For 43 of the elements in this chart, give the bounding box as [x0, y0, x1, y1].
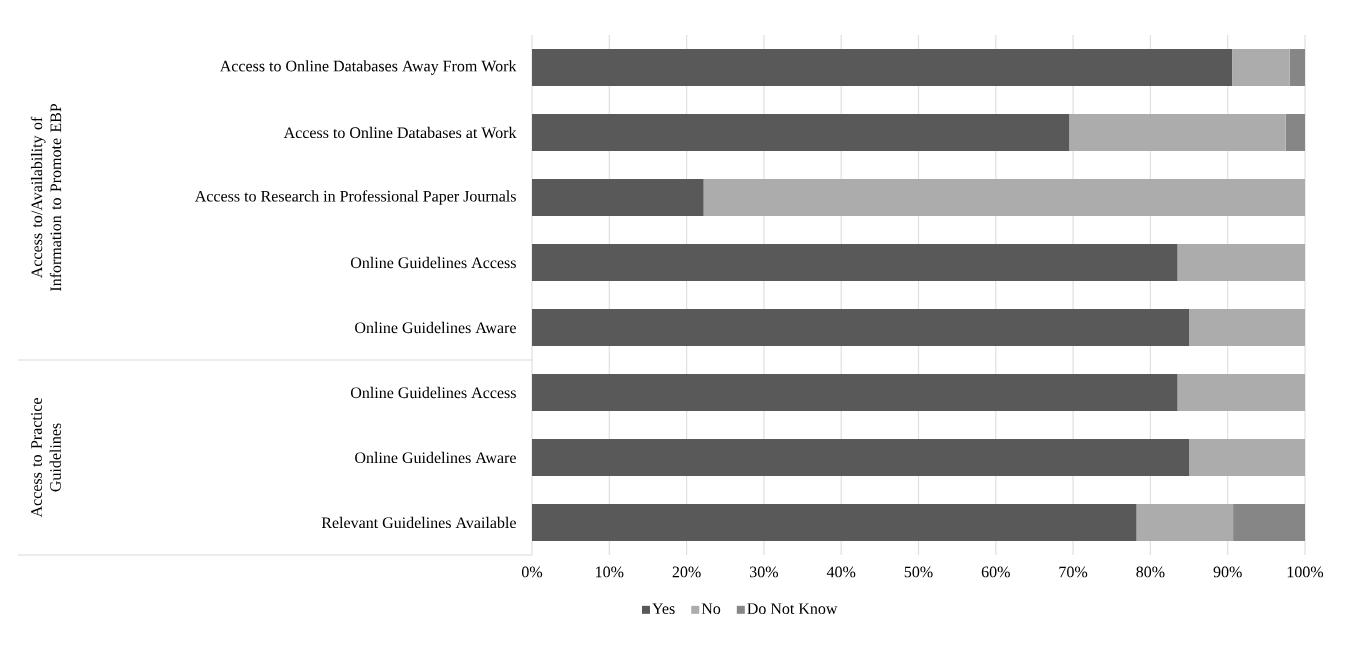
- x-tick-label: 100%: [1287, 566, 1324, 578]
- bar: [532, 438, 1190, 476]
- x-tick-label: 90%: [1213, 566, 1242, 578]
- y-tick-label: Relevant Guidelines Available: [321, 516, 516, 529]
- bar: [1069, 114, 1286, 151]
- x-tick-label: 70%: [1059, 566, 1088, 578]
- y-tick-label: Online Guidelines Aware: [355, 321, 516, 334]
- bar: [1189, 438, 1305, 476]
- text: Access to Practice Guidelines: [31, 398, 61, 518]
- legend-label: Do Not Know: [747, 603, 838, 615]
- y-tick-label: Access to Research in Professional Paper Journals: [194, 190, 516, 205]
- text: Access to/Availability of Information to Promote EBP: [30, 103, 62, 292]
- y-tick-label: Online Guidelines Access: [350, 256, 516, 269]
- legend-label: Yes: [652, 603, 675, 615]
- bar: [532, 49, 1233, 86]
- bar: [1189, 309, 1305, 346]
- legend-label: No: [701, 603, 721, 615]
- y-tick-label: Access to Online Databases at Work: [283, 126, 517, 139]
- x-tick-label: 40%: [826, 566, 856, 578]
- x-tick-label: 60%: [981, 566, 1010, 578]
- y-tick-label: Online Guidelines Aware: [355, 451, 516, 464]
- y-tick-label: Online Guidelines Access: [350, 386, 516, 399]
- bar: [532, 309, 1190, 346]
- bar: [703, 179, 1305, 216]
- bar: [532, 244, 1178, 281]
- x-tick-label: 80%: [1136, 566, 1165, 578]
- x-tick-label: 10%: [596, 566, 624, 578]
- x-tick-label: 30%: [750, 566, 779, 578]
- bar: [1177, 244, 1305, 281]
- bar: [532, 114, 1070, 151]
- bar: [1232, 49, 1290, 86]
- bar: [1136, 503, 1234, 541]
- bar: [532, 374, 1178, 411]
- x-tick-label: 20%: [672, 566, 701, 578]
- x-tick-label: 50%: [904, 566, 933, 578]
- bar: [1285, 114, 1305, 151]
- y-tick-label: Access to Online Databases Away From Work: [219, 60, 517, 75]
- bar: [532, 503, 1137, 541]
- bar: [1289, 49, 1305, 86]
- bar: [1233, 503, 1305, 541]
- x-tick-label: 0%: [521, 566, 543, 578]
- bar: [532, 179, 704, 216]
- bar: [1177, 374, 1305, 411]
